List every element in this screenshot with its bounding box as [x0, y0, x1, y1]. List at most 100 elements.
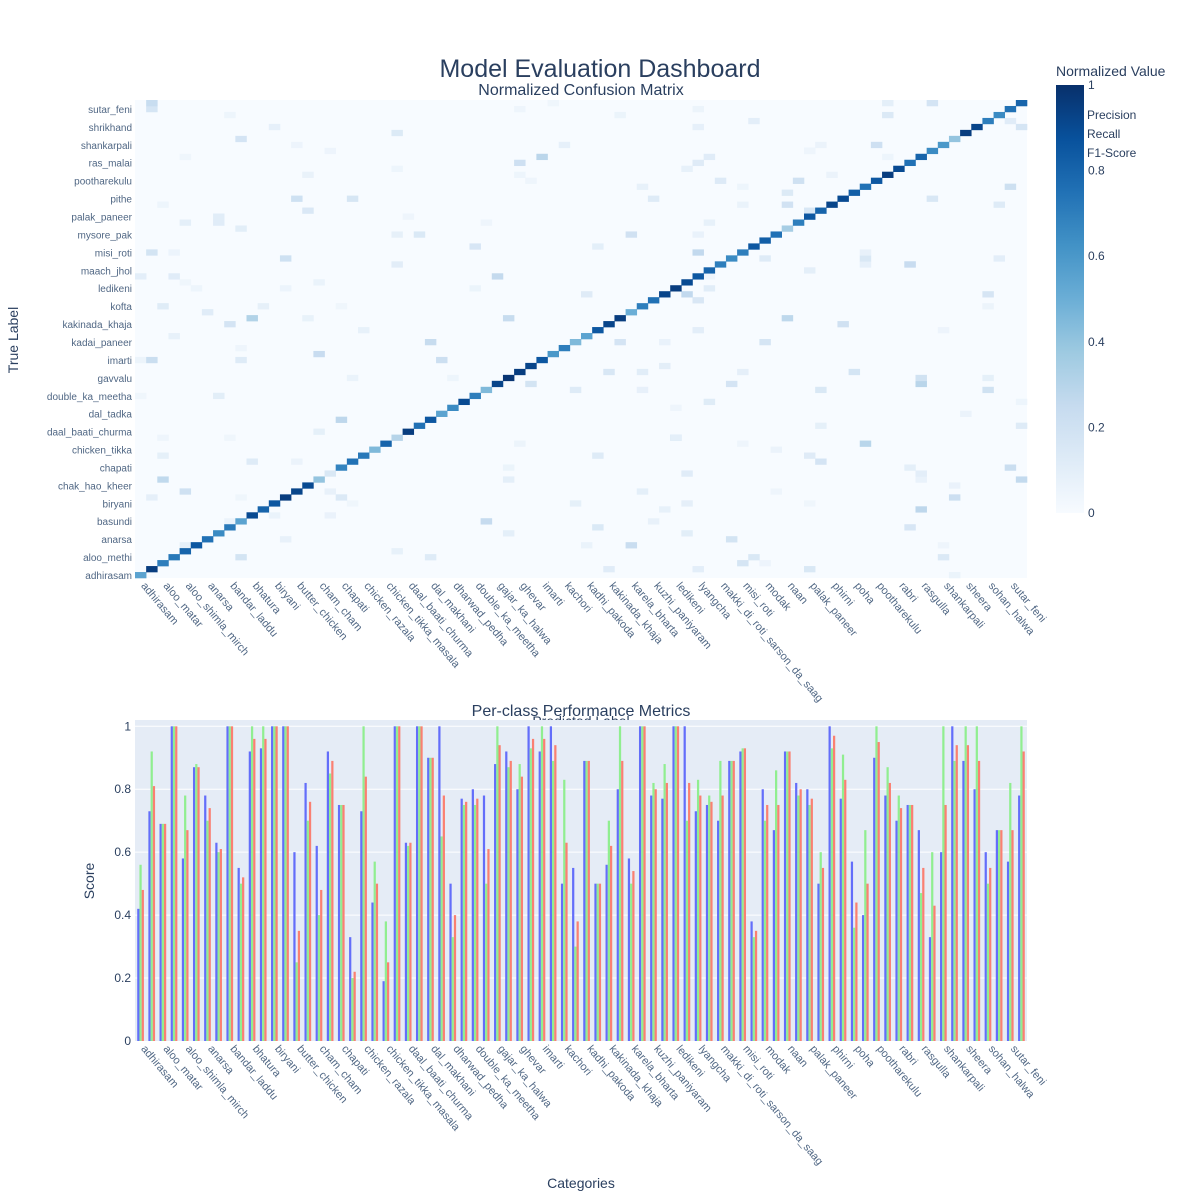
precision-bar: [605, 864, 608, 1041]
recall-bar: [841, 754, 845, 1041]
precision-bar: [159, 823, 162, 1041]
confusion-matrix-title: Normalized Confusion Matrix: [478, 82, 683, 99]
recall-bar: [195, 764, 198, 1041]
recall-bar: [373, 861, 376, 1041]
precision-bar: [728, 760, 731, 1041]
heatmap-cell: [413, 231, 426, 238]
heatmap-diagonal-cell: [190, 542, 203, 549]
heatmap-diagonal-cell: [558, 344, 571, 352]
heatmap-diagonal-cell: [681, 279, 693, 286]
heatmap-diagonal-cell: [135, 572, 147, 579]
heatmap-cell: [179, 279, 192, 286]
precision-bar: [326, 751, 330, 1041]
recall-bar: [964, 726, 967, 1041]
recall-bar: [473, 804, 477, 1041]
f1-score-bar: [253, 738, 256, 1041]
heatmap-cell: [502, 464, 515, 471]
precision-bar: [583, 760, 586, 1041]
heatmap-diagonal-cell: [380, 440, 392, 447]
heatmap-diagonal-cell: [882, 171, 894, 178]
heatmap-diagonal-cell: [893, 165, 905, 172]
recall-bar: [395, 726, 399, 1041]
heatmap-diagonal-cell: [480, 386, 493, 394]
f1-score-bar: [163, 823, 167, 1041]
precision-bar: [672, 726, 675, 1041]
heatmap-cell: [859, 255, 872, 262]
f1-score-bar: [866, 883, 869, 1041]
heatmap-cell: [135, 356, 147, 364]
heatmap-y-tick-label: misi_roti: [95, 248, 132, 259]
recall-bar: [295, 962, 298, 1041]
heatmap-cell: [157, 452, 169, 459]
heatmap-diagonal-cell: [614, 315, 626, 322]
heatmap-cell: [748, 554, 760, 561]
heatmap-diagonal-cell: [168, 554, 180, 561]
heatmap-y-tick-label: kadai_paneer: [71, 338, 132, 349]
precision-bar: [962, 760, 965, 1041]
heatmap-cell: [135, 273, 147, 280]
heatmap-cell: [279, 285, 292, 292]
legend-item-precision[interactable]: Precision: [1087, 108, 1136, 122]
recall-bar: [451, 937, 454, 1041]
recall-bar: [563, 779, 566, 1041]
heatmap-diagonal-cell: [268, 500, 281, 507]
f1-score-bar: [688, 782, 691, 1041]
metrics-x-axis-title: Categories: [547, 1175, 615, 1191]
recall-bar: [1009, 782, 1012, 1041]
heatmap-cell: [937, 554, 950, 561]
precision-bar: [192, 767, 196, 1041]
heatmap-cell: [692, 566, 704, 573]
heatmap-cell: [837, 321, 849, 328]
heatmap-diagonal-cell: [413, 422, 426, 429]
recall-bar: [607, 820, 610, 1041]
f1-score-bar: [922, 867, 925, 1041]
legend[interactable]: Precision Recall F1-Score: [1087, 108, 1137, 160]
heatmap-cell: [870, 141, 883, 149]
f1-score-bar: [699, 795, 702, 1041]
heatmap-cell: [391, 548, 403, 555]
heatmap-cell: [781, 201, 794, 208]
precision-bar: [705, 804, 709, 1041]
heatmap-cell: [737, 368, 749, 376]
recall-bar: [886, 767, 889, 1041]
metrics-panel: Per-class Performance Metrics 0 0.2 0.4 0.6…: [81, 703, 1048, 1191]
heatmap-diagonal-cell: [291, 488, 303, 495]
heatmap-diagonal-cell: [525, 362, 537, 370]
heatmap-cell: [592, 243, 604, 250]
heatmap-cell: [201, 309, 214, 316]
legend-item-f1-score[interactable]: F1-Score: [1087, 146, 1137, 160]
precision-bar: [494, 764, 497, 1041]
heatmap-cell: [257, 303, 270, 310]
heatmap-y-tick-label: shankarpali: [81, 141, 132, 152]
heatmap-diagonal-cell: [971, 123, 983, 131]
recall-bar: [206, 820, 209, 1041]
f1-score-bar: [766, 804, 769, 1041]
heatmap-cell: [714, 177, 727, 184]
heatmap-cell: [168, 333, 180, 340]
f1-score-bar: [576, 921, 579, 1041]
heatmap-cell: [670, 434, 682, 441]
precision-bar: [861, 915, 865, 1041]
heatmap-cell: [424, 554, 437, 561]
precision-bar: [538, 751, 541, 1041]
recall-bar: [685, 820, 689, 1041]
precision-bar: [661, 798, 664, 1041]
colorbar-tick-label: 0.2: [1088, 420, 1105, 434]
f1-score-bar: [911, 804, 914, 1041]
heatmap-diagonal-cell: [993, 111, 1005, 119]
colorbar-tick-label: 0.6: [1088, 249, 1105, 263]
precision-bar: [783, 751, 787, 1041]
precision-bar: [973, 789, 976, 1041]
recall-bar: [864, 830, 867, 1041]
recall-bar: [808, 804, 811, 1041]
recall-bar: [596, 883, 599, 1041]
heatmap-cell: [647, 518, 660, 525]
precision-bar: [940, 852, 943, 1041]
precision-bar: [850, 861, 854, 1041]
heatmap-diagonal-cell: [748, 243, 760, 250]
heatmap-x-ticks: adhirasamaloo_mataraloo_shimla_mirchanar…: [138, 580, 1048, 704]
legend-item-recall[interactable]: Recall: [1087, 127, 1120, 141]
heatmap-y-tick-label: shrikhand: [89, 123, 132, 134]
recall-bar: [329, 773, 332, 1041]
